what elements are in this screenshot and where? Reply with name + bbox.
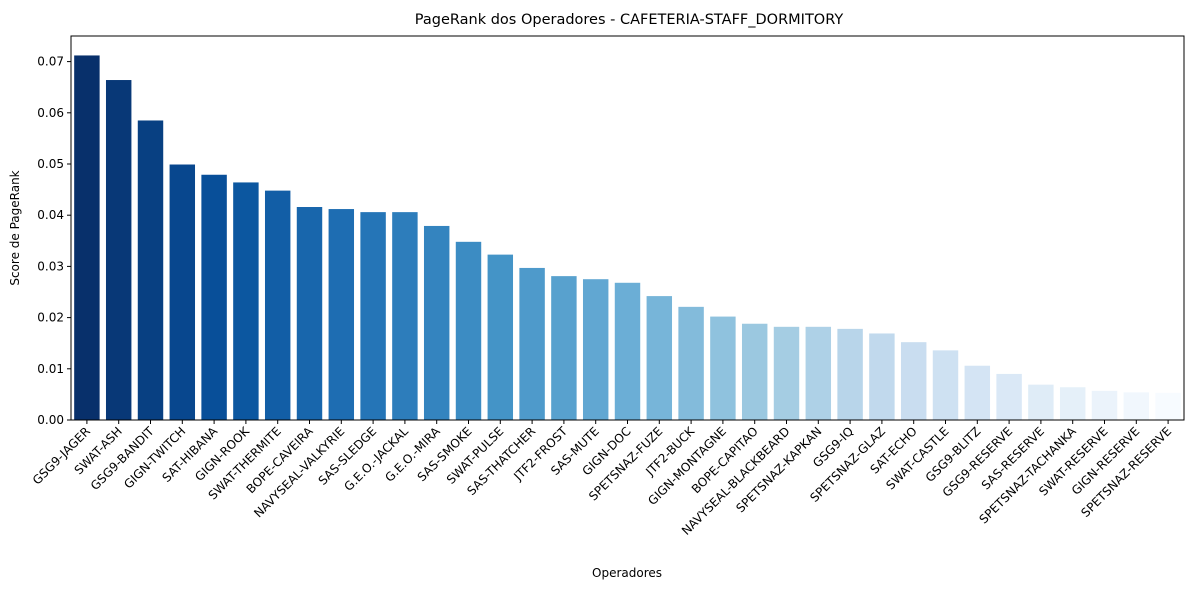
x-axis-label: Operadores (592, 566, 662, 580)
bar-swat-thermite (264, 190, 291, 420)
plot-frame (70, 35, 1185, 421)
y-tick-label: 0.01 (37, 362, 64, 376)
bar-spetsnaz-fuze (646, 296, 673, 420)
bar-navyseal-valkyrie (328, 209, 355, 420)
bar-swat-ash (105, 80, 132, 421)
bar-gsg9-reserve (996, 373, 1022, 420)
bar-gsg9-iq (837, 328, 863, 420)
bar-spetsnaz-kapkan (805, 326, 832, 420)
bar-swat-reserve (1091, 390, 1118, 420)
bar-jtf2-frost (551, 276, 577, 420)
chart-title: PageRank dos Operadores - CAFETERIA-STAF… (415, 12, 844, 28)
bar-sat-hibana (201, 174, 227, 420)
bar-gign-reserve (1123, 392, 1150, 420)
bar-gign-montagne (710, 316, 736, 420)
bar-spetsnaz-reserve (1155, 392, 1181, 420)
bar-swat-pulse (487, 254, 514, 420)
bar-navyseal-blackbeard (773, 326, 800, 420)
y-tick-label: 0.05 (37, 157, 64, 171)
bar-jtf2-buck (678, 306, 704, 420)
bar-sas-thatcher (519, 267, 545, 420)
bar-sas-sledge (360, 212, 386, 420)
bars-group (74, 55, 1181, 421)
bar-bope-capitao (741, 323, 768, 420)
bar-sas-mute (582, 279, 609, 420)
y-tick-label: 0.02 (37, 311, 64, 325)
bar-sat-echo (900, 342, 927, 420)
y-tick-label: 0.00 (37, 413, 64, 427)
bar-gsg9-blitz (964, 365, 991, 420)
bar-gign-rook (233, 182, 259, 420)
y-tick-label: 0.03 (37, 259, 64, 273)
bar-gign-doc (614, 282, 641, 420)
bar-sas-reserve (1028, 384, 1054, 420)
bar-swat-castle (932, 350, 959, 420)
bar-spetsnaz-tachanka (1059, 387, 1086, 420)
y-axis: 0.00 0.01 0.02 0.03 0.04 0.05 0.06 0.07 (37, 55, 71, 427)
bar-gsg9-jager (74, 55, 100, 421)
bar-g-e-o-mira (423, 225, 450, 420)
y-tick-label: 0.04 (37, 208, 64, 222)
bar-bope-caveira (296, 207, 323, 420)
y-axis-label: Score de PageRank (8, 170, 22, 285)
bar-gign-twitch (169, 164, 196, 420)
bar-sas-smoke (455, 241, 482, 420)
bar-gsg9-bandit (137, 120, 164, 420)
x-axis: GSG9-JAGERSWAT-ASHGSG9-BANDITGIGN-TWITCH… (30, 420, 1174, 538)
y-tick-label: 0.06 (37, 106, 64, 120)
bar-spetsnaz-glaz (869, 333, 895, 420)
y-tick-label: 0.07 (37, 55, 64, 69)
bar-g-e-o-jackal (392, 212, 418, 420)
